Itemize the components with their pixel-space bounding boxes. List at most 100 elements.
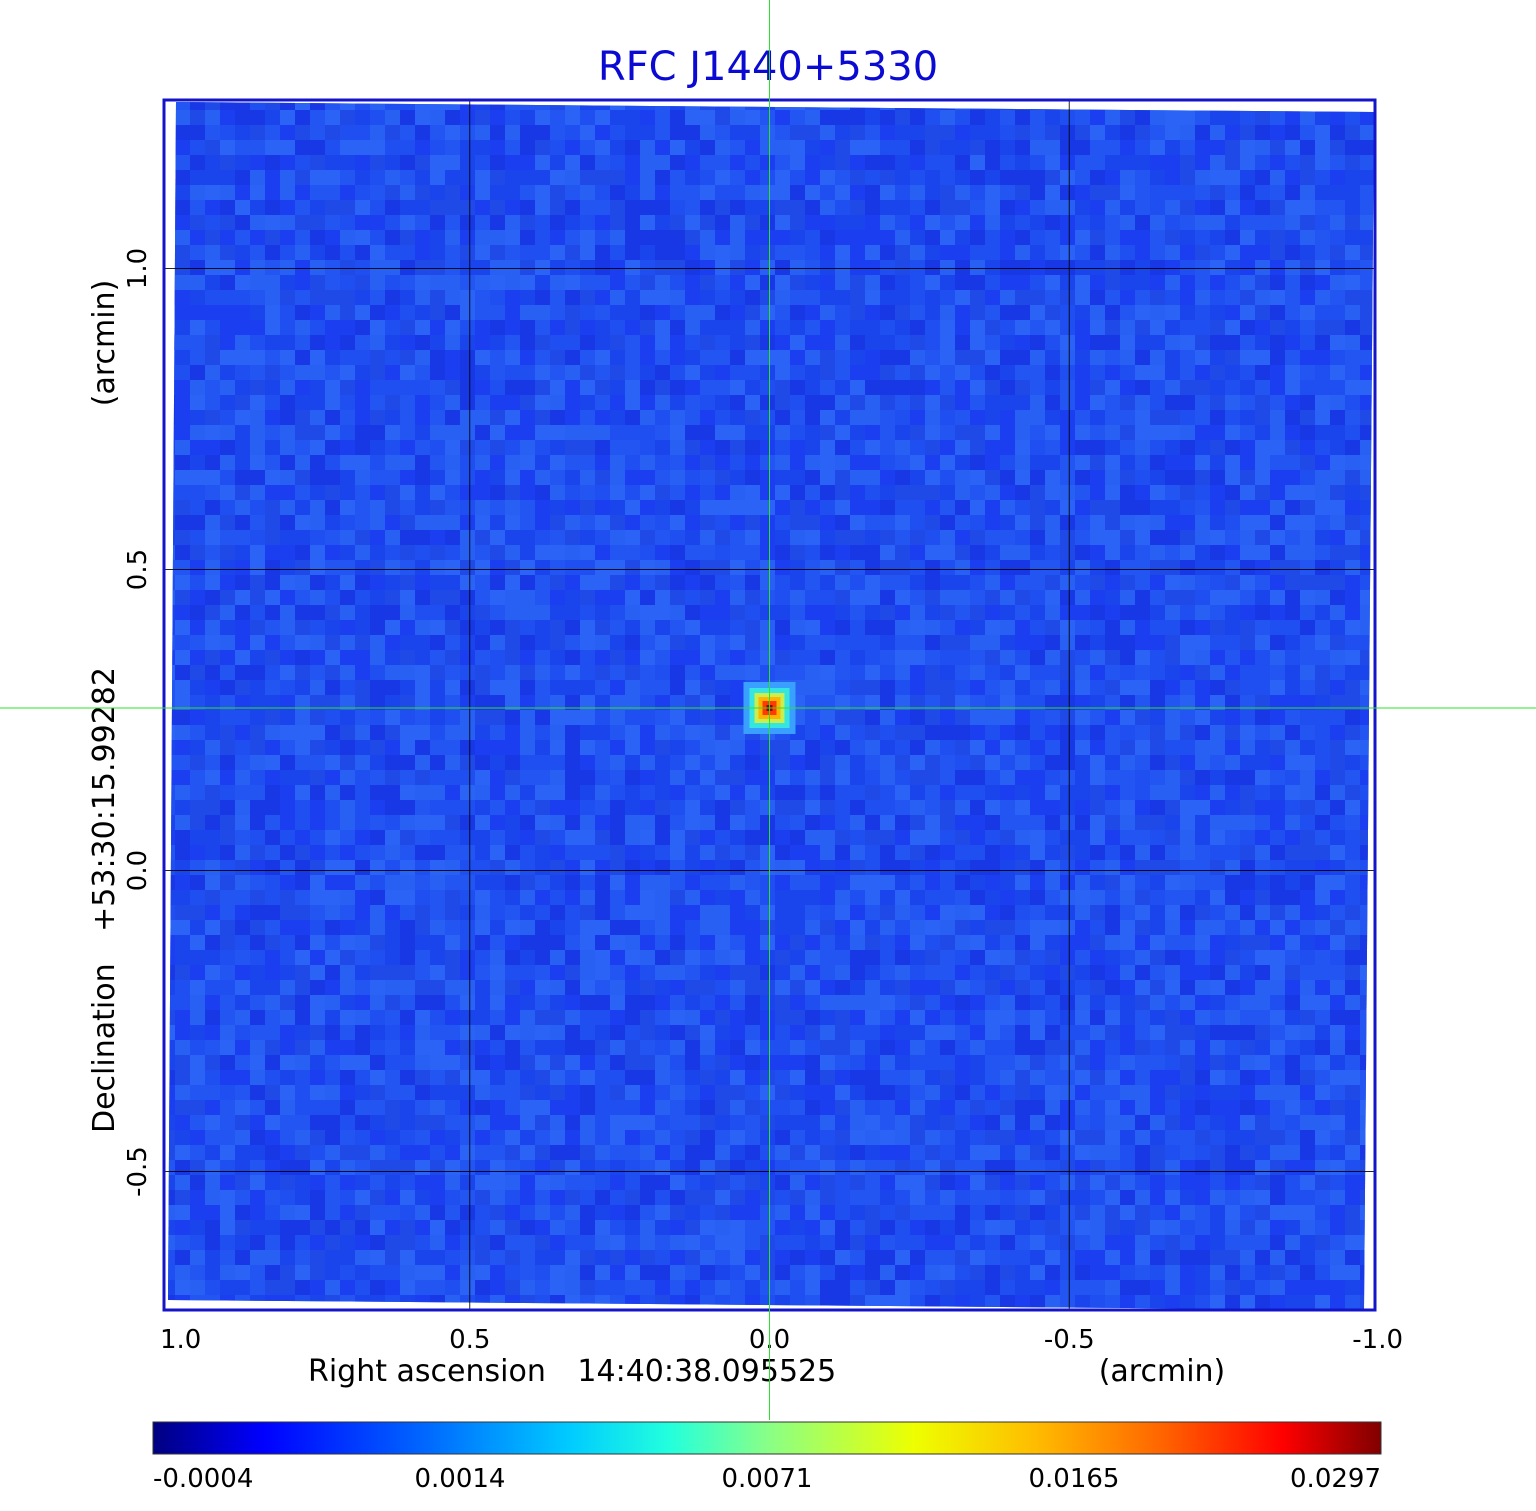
noise-pixel (250, 230, 265, 245)
noise-pixel (610, 995, 625, 1010)
noise-pixel (535, 320, 550, 335)
noise-pixel (430, 815, 445, 830)
noise-pixel (1180, 875, 1195, 890)
noise-pixel (850, 125, 865, 140)
noise-pixel (685, 680, 700, 695)
noise-pixel (370, 425, 385, 440)
noise-pixel (460, 875, 475, 890)
noise-pixel (460, 125, 475, 140)
noise-pixel (1225, 380, 1240, 395)
noise-pixel (505, 950, 520, 965)
noise-pixel (490, 102, 505, 110)
noise-pixel (1330, 530, 1345, 545)
noise-pixel (775, 605, 790, 620)
noise-pixel (168, 710, 175, 725)
noise-pixel (1060, 605, 1075, 620)
noise-pixel (820, 725, 835, 740)
noise-pixel (880, 650, 895, 665)
noise-pixel (805, 110, 820, 125)
noise-pixel (610, 830, 625, 845)
noise-pixel (400, 905, 415, 920)
noise-pixel (1210, 815, 1225, 830)
noise-pixel (1045, 905, 1060, 920)
noise-pixel (1090, 575, 1105, 590)
noise-pixel (168, 500, 175, 515)
noise-pixel (1105, 845, 1120, 860)
noise-pixel (880, 365, 895, 380)
noise-pixel (310, 125, 325, 140)
noise-pixel (505, 305, 520, 320)
noise-pixel (910, 590, 925, 605)
noise-pixel (1300, 785, 1315, 800)
noise-pixel (250, 875, 265, 890)
noise-pixel (340, 785, 355, 800)
noise-pixel (985, 155, 1000, 170)
noise-pixel (490, 920, 505, 935)
noise-pixel (910, 560, 925, 575)
noise-pixel (475, 290, 490, 305)
noise-pixel (250, 185, 265, 200)
noise-pixel (640, 695, 655, 710)
noise-pixel (1330, 605, 1345, 620)
noise-pixel (970, 530, 985, 545)
noise-pixel (700, 905, 715, 920)
noise-pixel (1285, 980, 1300, 995)
noise-pixel (775, 815, 790, 830)
noise-pixel (175, 800, 190, 815)
noise-pixel (655, 590, 670, 605)
noise-pixel (865, 665, 880, 680)
noise-pixel (1150, 845, 1165, 860)
noise-pixel (625, 635, 640, 650)
noise-pixel (910, 350, 925, 365)
noise-pixel (1090, 830, 1105, 845)
noise-pixel (1375, 710, 1390, 725)
noise-pixel (880, 455, 895, 470)
noise-pixel (430, 110, 445, 125)
noise-pixel (205, 935, 220, 950)
noise-pixel (850, 335, 865, 350)
noise-pixel (790, 102, 805, 110)
noise-pixel (760, 440, 775, 455)
noise-pixel (820, 110, 835, 125)
noise-pixel (970, 185, 985, 200)
noise-pixel (1330, 950, 1345, 965)
noise-pixel (490, 740, 505, 755)
noise-pixel (850, 755, 865, 770)
noise-pixel (168, 635, 175, 650)
noise-pixel (880, 260, 895, 275)
noise-pixel (1135, 950, 1150, 965)
noise-pixel (1000, 560, 1015, 575)
noise-pixel (340, 605, 355, 620)
noise-pixel (535, 410, 550, 425)
noise-pixel (250, 905, 265, 920)
noise-pixel (565, 590, 580, 605)
noise-pixel (1315, 305, 1330, 320)
noise-pixel (565, 230, 580, 245)
noise-pixel (385, 230, 400, 245)
noise-pixel (565, 515, 580, 530)
noise-pixel (1165, 740, 1180, 755)
noise-pixel (295, 965, 310, 980)
noise-pixel (1240, 125, 1255, 140)
noise-pixel (745, 785, 760, 800)
noise-pixel (1270, 920, 1285, 935)
noise-pixel (1255, 890, 1270, 905)
noise-pixel (895, 305, 910, 320)
noise-pixel (715, 770, 730, 785)
noise-pixel (1225, 965, 1240, 980)
noise-pixel (1135, 455, 1150, 470)
noise-pixel (1015, 620, 1030, 635)
noise-pixel (430, 890, 445, 905)
noise-pixel (1360, 320, 1374, 335)
noise-pixel (625, 575, 640, 590)
noise-pixel (310, 155, 325, 170)
noise-pixel (370, 710, 385, 725)
noise-pixel (775, 110, 790, 125)
noise-pixel (205, 995, 220, 1010)
noise-pixel (220, 125, 235, 140)
noise-pixel (175, 395, 190, 410)
noise-pixel (775, 965, 790, 980)
noise-pixel (1375, 290, 1390, 305)
noise-pixel (445, 770, 460, 785)
noise-pixel (1045, 215, 1060, 230)
